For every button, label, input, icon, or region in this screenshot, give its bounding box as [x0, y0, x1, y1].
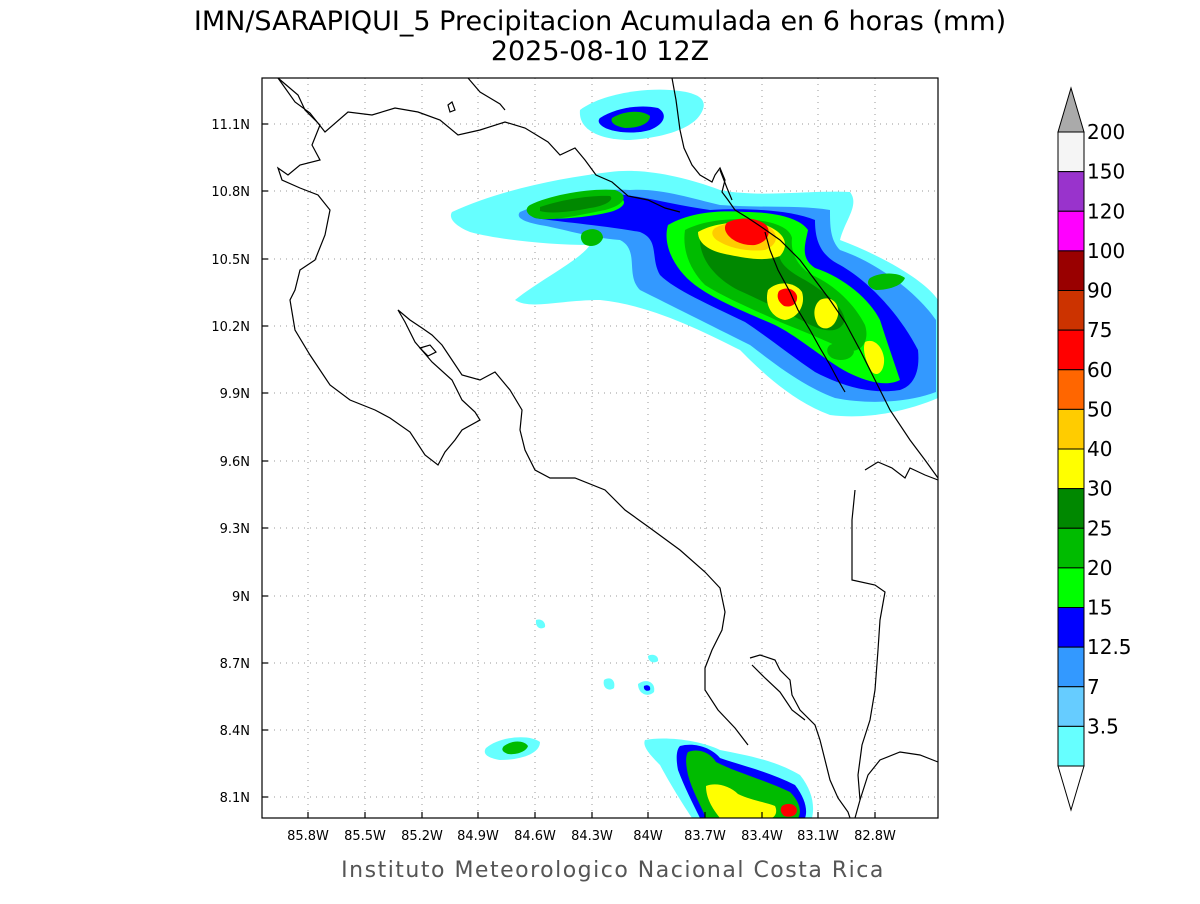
lon-tick-label: 85.8W [287, 829, 329, 844]
island-lake [447, 101, 456, 113]
colorbar-label: 15 [1087, 596, 1112, 620]
colorbar-label: 120 [1087, 199, 1125, 223]
colorbar-swatch [1057, 646, 1085, 688]
colorbar-label: 100 [1087, 239, 1125, 263]
lon-tick-label: 83.1W [797, 829, 839, 844]
lon-tick-label: 85.2W [401, 829, 443, 844]
colorbar-swatch [1057, 171, 1085, 212]
colorbar-label: 60 [1087, 358, 1112, 382]
precip-cell-southeast-red [780, 803, 797, 817]
lon-tick-label: 82.8W [854, 829, 896, 844]
colorbar-label: 40 [1087, 437, 1112, 461]
lat-tick-label: 10.5N [211, 253, 250, 268]
colorbar-label: 50 [1087, 397, 1112, 421]
map-title: IMN/SARAPIQUI_5 Precipitacion Acumulada … [194, 6, 1006, 37]
colorbar-label: 150 [1087, 160, 1125, 184]
lon-tick-label: 83.7W [684, 829, 726, 844]
costa-rica-pacific-northwest [276, 77, 749, 746]
costa-rica-nicaragua-border [719, 169, 733, 201]
colorbar-label: 75 [1087, 318, 1112, 342]
lat-tick-label: 8.7N [220, 657, 250, 672]
colorbar-swatch [1057, 607, 1085, 648]
colorbar-label: 200 [1087, 120, 1125, 144]
colorbar-label: 25 [1087, 516, 1112, 540]
lake-nicaragua-south-shore [467, 77, 506, 111]
colorbar-label: 3.5 [1087, 714, 1119, 738]
colorbar-swatch [1057, 408, 1085, 450]
precip-green-blob-2 [868, 273, 905, 290]
osa-peninsula [749, 654, 851, 819]
lon-tick-label: 85.5W [344, 829, 386, 844]
lat-tick-label: 9.9N [220, 387, 250, 402]
precip-cell-south-small-3 [603, 678, 615, 690]
colorbar-swatch [1057, 250, 1085, 292]
panama-border-south [851, 489, 886, 801]
nicaragua-lake-shore [277, 77, 681, 213]
lon-tick-label: 84.3W [571, 829, 613, 844]
colorbar-swatch [1057, 448, 1085, 490]
colorbar-label: 12.5 [1087, 635, 1132, 659]
panama-caribbean-west [864, 461, 939, 481]
lon-tick-label: 83.4W [741, 829, 783, 844]
precip-green-blob-1 [580, 229, 603, 246]
colorbar-under-triangle [1057, 765, 1085, 812]
axis-ticks [262, 123, 876, 818]
lat-tick-label: 9.6N [220, 455, 250, 470]
precip-cell-southeast-yellow [706, 784, 777, 818]
map-subtitle-date: 2025-08-10 12Z [491, 36, 709, 67]
precip-yellow-4 [863, 340, 885, 375]
precip-red-2 [777, 288, 798, 307]
precip-yellow-3 [814, 298, 839, 329]
lat-tick-label: 10.8N [211, 185, 250, 200]
lon-tick-label: 84W [633, 829, 663, 844]
lon-tick-label: 84.6W [514, 829, 556, 844]
colorbar-label: 20 [1087, 556, 1112, 580]
colorbar-swatch [1057, 686, 1085, 727]
golfo-dulce-east [751, 664, 806, 721]
colorbar-label: 90 [1087, 279, 1112, 303]
lat-tick-label: 8.1N [220, 791, 250, 806]
lat-tick-label: 9.3N [220, 522, 250, 537]
gulf-of-nicoya-island [418, 344, 437, 357]
colorbar-label: 7 [1087, 675, 1100, 699]
colorbar-swatch [1057, 567, 1085, 609]
colorbar-swatch [1057, 527, 1085, 569]
lat-tick-label: 10.2N [211, 320, 250, 335]
map-frame [261, 77, 939, 819]
precip-cell-south-small-4-core [643, 685, 651, 691]
colorbar-swatch [1057, 131, 1085, 173]
colorbar-swatch [1057, 329, 1085, 371]
precip-cell-south-small-2 [648, 654, 659, 663]
colorbar-swatch [1057, 290, 1085, 331]
precip-cell-osa-green [502, 741, 528, 755]
latitude-labels: 11.1N 10.8N 10.5N 10.2N 9.9N 9.6N 9.3N 9… [211, 118, 250, 806]
lon-tick-label: 84.9W [457, 829, 499, 844]
colorbar-swatch [1057, 210, 1085, 252]
precip-green-blob-3 [827, 342, 854, 360]
precip-cell-northwest-darkgreen [540, 195, 612, 213]
colorbar: 200 150 120 100 90 75 60 50 40 30 25 20 15 12.5 7 3.5 [1057, 86, 1132, 812]
colorbar-over-triangle [1057, 86, 1085, 133]
longitude-labels: 85.8W 85.5W 85.2W 84.9W 84.6W 84.3W 84W … [287, 829, 896, 844]
colorbar-swatch [1057, 369, 1085, 410]
precip-cell-top-green [611, 111, 650, 128]
coastlines-and-borders [276, 77, 939, 819]
nicaragua-caribbean-coast [671, 77, 939, 479]
lat-tick-label: 8.4N [220, 724, 250, 739]
precip-cell-south-small-1 [535, 619, 546, 629]
precipitation-field [450, 89, 938, 818]
costa-rica-panama-border [764, 231, 846, 393]
lat-tick-label: 9N [232, 590, 250, 605]
colorbar-swatch [1057, 488, 1085, 529]
footer-credit: Instituto Meteorologico Nacional Costa R… [341, 858, 885, 883]
colorbar-label: 30 [1087, 477, 1112, 501]
lat-tick-label: 11.1N [211, 118, 250, 133]
colorbar-swatch [1057, 725, 1085, 767]
